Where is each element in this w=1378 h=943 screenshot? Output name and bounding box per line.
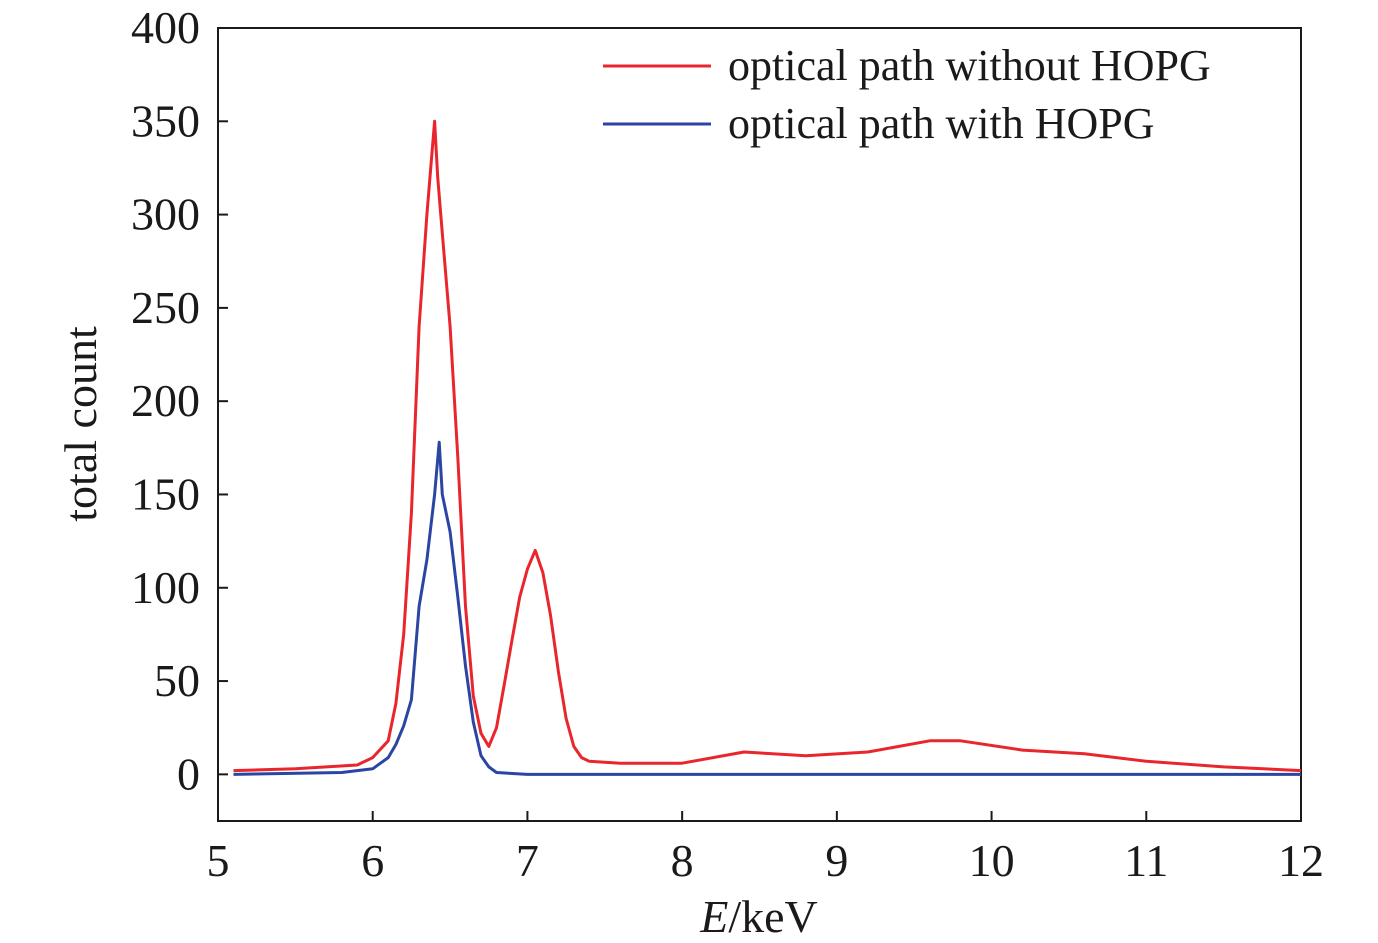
x-tick-label: 10 (969, 835, 1015, 886)
y-tick-label: 200 (131, 375, 200, 426)
legend-label-without-hopg: optical path without HOPG (728, 41, 1211, 90)
x-tick-label: 7 (516, 835, 539, 886)
legend: optical path without HOPG optical path w… (603, 41, 1211, 148)
legend-label-with-hopg: optical path with HOPG (728, 99, 1155, 148)
x-axis-title: E/keV (699, 891, 818, 942)
x-axis-title-variable: E (699, 891, 728, 942)
series-layer (233, 119, 1302, 776)
y-tick-label: 350 (131, 95, 200, 146)
plot-frame (217, 27, 1302, 822)
y-tick-label: 300 (131, 189, 200, 240)
x-tick-label: 6 (361, 835, 384, 886)
y-tick-label: 250 (131, 282, 200, 333)
y-axis-title: total count (55, 326, 106, 522)
x-tick-label: 12 (1278, 835, 1324, 886)
y-tick-label: 100 (131, 562, 200, 613)
x-axis-title-unit: /keV (728, 891, 817, 942)
x-tick-label: 8 (671, 835, 694, 886)
x-tick-label: 11 (1124, 835, 1168, 886)
series-line-without-hopg (233, 119, 1302, 773)
y-tick-label: 150 (131, 468, 200, 519)
y-axis: 0 50 100 150 200 250 300 350 400 (131, 2, 228, 799)
y-tick-label: 400 (131, 2, 200, 53)
y-tick-label: 0 (177, 748, 200, 799)
x-tick-label: 9 (825, 835, 848, 886)
series-line-with-hopg (233, 440, 1301, 776)
x-tick-label: 5 (207, 835, 230, 886)
y-tick-label: 50 (154, 655, 200, 706)
x-axis: 5 6 7 8 9 10 11 12 (207, 811, 1324, 886)
